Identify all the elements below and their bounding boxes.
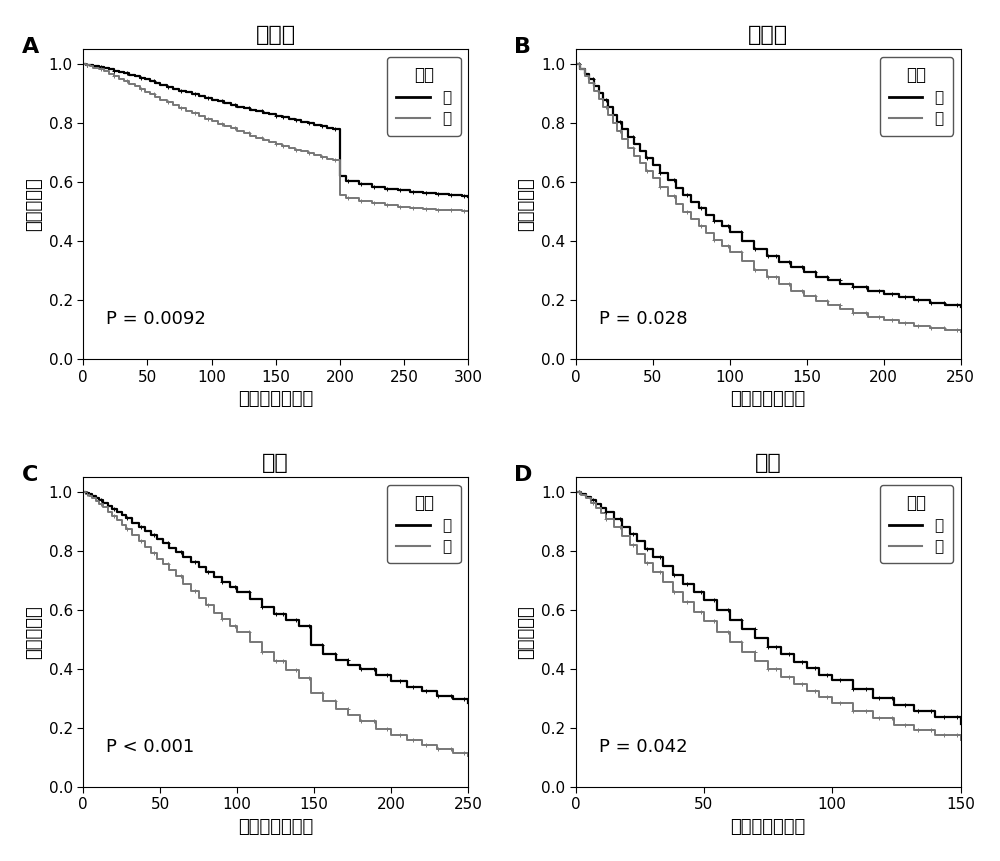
X-axis label: 生存时间（月）: 生存时间（月） — [238, 390, 313, 408]
Text: D: D — [514, 465, 532, 485]
X-axis label: 生存时间（月）: 生存时间（月） — [730, 390, 806, 408]
Text: C: C — [22, 465, 38, 485]
Y-axis label: 总体生存率: 总体生存率 — [517, 605, 535, 659]
Text: P = 0.0092: P = 0.0092 — [106, 310, 206, 328]
Title: 肺癌: 肺癌 — [262, 453, 289, 473]
Legend: 低, 高: 低, 高 — [387, 485, 461, 563]
Legend: 低, 高: 低, 高 — [880, 57, 953, 135]
Text: B: B — [514, 37, 531, 57]
X-axis label: 生存时间（月）: 生存时间（月） — [238, 818, 313, 836]
Y-axis label: 总体生存率: 总体生存率 — [517, 177, 535, 232]
Text: A: A — [22, 37, 39, 57]
X-axis label: 生存时间（月）: 生存时间（月） — [730, 818, 806, 836]
Text: P = 0.028: P = 0.028 — [599, 310, 687, 328]
Title: 乳腺癌: 乳腺癌 — [256, 25, 296, 45]
Y-axis label: 总体生存率: 总体生存率 — [25, 177, 43, 232]
Title: 胃癌: 胃癌 — [755, 453, 781, 473]
Legend: 低, 高: 低, 高 — [880, 485, 953, 563]
Y-axis label: 总体生存率: 总体生存率 — [25, 605, 43, 659]
Title: 卵巢癌: 卵巢癌 — [748, 25, 788, 45]
Legend: 低, 高: 低, 高 — [387, 57, 461, 135]
Text: P = 0.042: P = 0.042 — [599, 738, 687, 756]
Text: P < 0.001: P < 0.001 — [106, 738, 195, 756]
